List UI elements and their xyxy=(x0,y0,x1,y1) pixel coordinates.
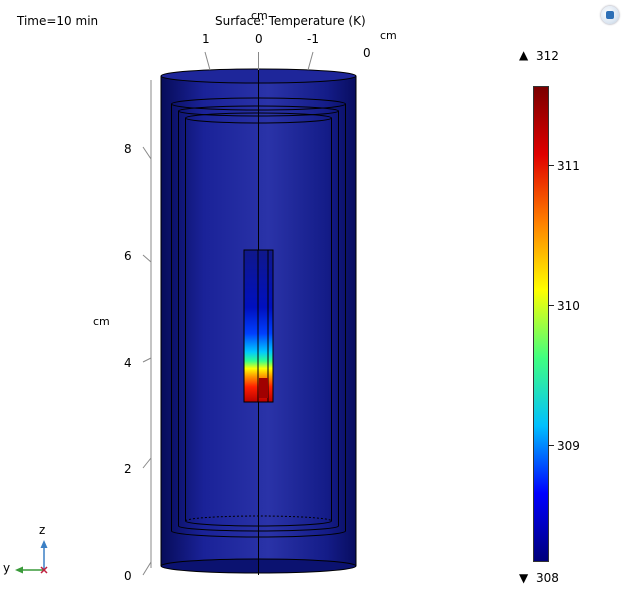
top-tick-label: -1 xyxy=(307,32,319,46)
colorbar-tick-label: 309 xyxy=(557,439,580,453)
top-tick-label: 0 xyxy=(255,32,263,46)
heater-rod xyxy=(243,249,274,403)
axis-triad xyxy=(15,540,48,574)
triad-z-label: z xyxy=(39,523,46,537)
plot-title: Surface: Temperature (K) xyxy=(215,14,366,28)
colorbar-tick xyxy=(548,305,554,306)
z-tick-label: 6 xyxy=(124,249,132,263)
top-tick-label: 0 xyxy=(363,46,371,60)
colorbar xyxy=(533,86,549,562)
top-tick-label: 1 xyxy=(202,32,210,46)
colorbar-max-marker-icon: ▲ xyxy=(519,48,529,62)
colorbar-tick xyxy=(548,445,554,446)
colorbar-max-label: 312 xyxy=(536,49,559,63)
top-axis-unit: cm xyxy=(251,9,268,22)
z-tick-label: 0 xyxy=(124,569,132,583)
z-tick-label: 8 xyxy=(124,142,132,156)
comsol-logo-icon[interactable] xyxy=(601,6,619,24)
colorbar-tick-label: 311 xyxy=(557,159,580,173)
z-tick-label: 2 xyxy=(124,462,132,476)
right-axis-unit: cm xyxy=(380,29,397,42)
z-axis-ticks xyxy=(142,80,152,576)
left-axis-unit: cm xyxy=(93,315,110,328)
triad-y-label: y xyxy=(3,561,11,575)
colorbar-tick-label: 310 xyxy=(557,299,580,313)
z-tick-label: 4 xyxy=(124,356,132,370)
colorbar-min-label: 308 xyxy=(536,571,559,585)
colorbar-tick xyxy=(548,165,554,166)
time-label: Time=10 min xyxy=(17,14,99,28)
colorbar-min-marker-icon: ▼ xyxy=(519,571,529,585)
top-axis-ticks xyxy=(204,51,314,71)
